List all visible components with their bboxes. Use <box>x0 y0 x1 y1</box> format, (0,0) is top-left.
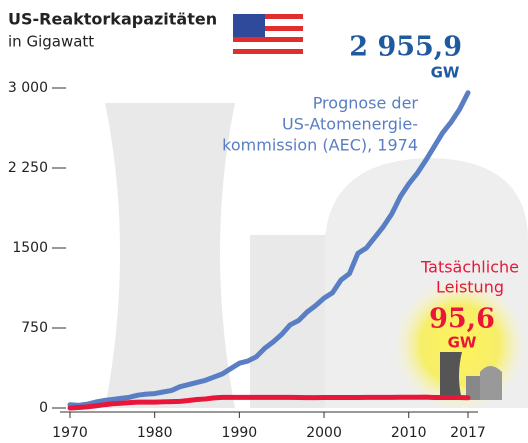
y-tick-label: 3 000 <box>8 80 48 96</box>
y-tick-label: 1500 <box>12 240 48 256</box>
series-label: Prognose der <box>313 94 419 113</box>
value-label: 2 955,9 <box>349 32 462 63</box>
y-tick-label: 2 250 <box>8 160 48 176</box>
series-line <box>67 90 471 408</box>
flag <box>233 14 303 54</box>
plant-icon <box>440 352 502 400</box>
x-tick-label: 2010 <box>391 425 427 441</box>
series-label: kommission (AEC), 1974 <box>222 136 418 155</box>
y-tick-label: 0 <box>39 400 48 416</box>
tower-left <box>105 103 235 408</box>
x-tick-label: 1990 <box>222 425 258 441</box>
value-label: 95,6 <box>429 304 495 335</box>
x-tick-label: 2017 <box>450 425 486 441</box>
value-unit: GW <box>448 334 477 352</box>
chart-title: US-Reaktorkapazitäten <box>8 10 217 29</box>
series-label: Leistung <box>436 278 504 297</box>
x-tick-label: 1980 <box>137 425 173 441</box>
y-tick-label: 750 <box>21 320 48 336</box>
value-unit: GW <box>431 64 460 82</box>
series-label: US-Atomenergie- <box>282 115 418 134</box>
chart-subtitle: in Gigawatt <box>8 33 94 51</box>
x-tick-label: 2000 <box>306 425 342 441</box>
series-line <box>67 394 471 411</box>
x-tick-label: 1970 <box>52 425 88 441</box>
series-label: Tatsächliche <box>420 258 519 277</box>
